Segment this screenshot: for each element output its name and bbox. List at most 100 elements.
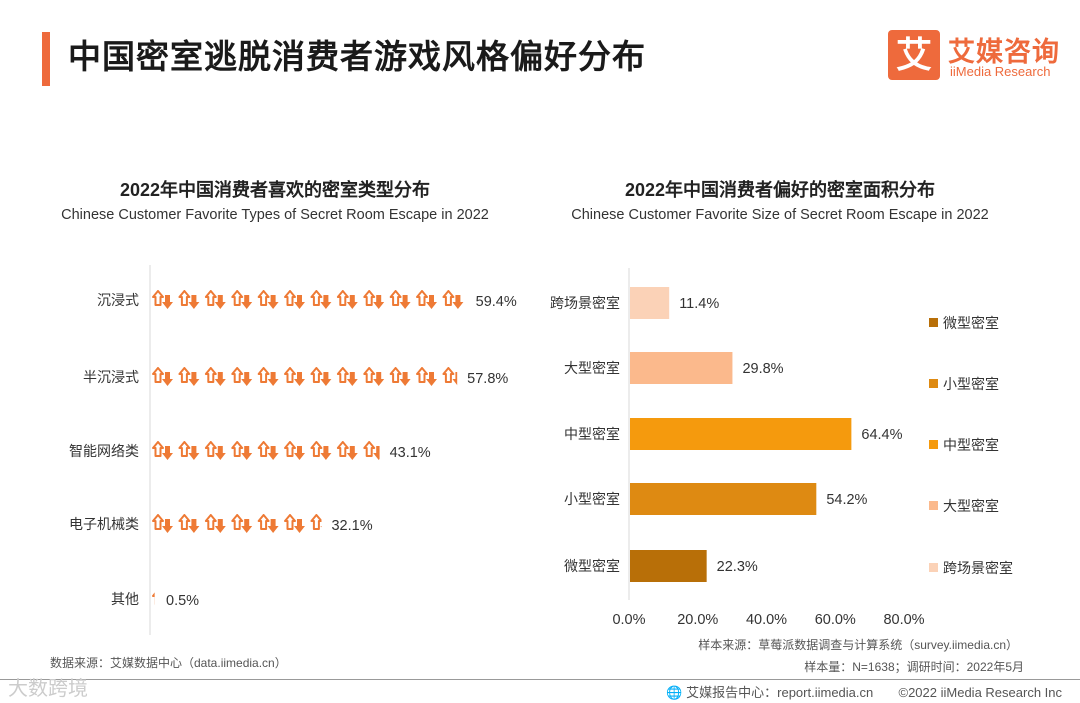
legend-swatch	[929, 440, 938, 449]
pictogram-icon	[310, 514, 322, 534]
left-pictogram-chart: 沉浸式 59.4% 半沉浸式 57.8% 智能网络类 43.1% 电子机械类 32.1% 其他 0…	[69, 265, 517, 635]
legend-label: 微型密室	[943, 315, 999, 331]
pictogram-icon	[231, 514, 254, 534]
legend-swatch	[929, 318, 938, 327]
left-value-label: 57.8%	[467, 371, 508, 387]
data-source: 数据来源：艾媒数据中心（data.iimedia.cn）	[50, 656, 287, 670]
left-chart-title: 2022年中国消费者喜欢的密室类型分布	[119, 180, 431, 200]
pictogram-icon	[257, 290, 280, 310]
logo-mark: 艾	[888, 30, 940, 80]
pictogram-icon	[442, 367, 458, 387]
left-category-label: 其他	[111, 591, 139, 607]
pictogram-icon	[178, 290, 201, 310]
right-bar	[630, 352, 733, 384]
x-tick-label: 80.0%	[883, 612, 924, 628]
right-category-label: 大型密室	[564, 360, 620, 376]
footer-divider	[0, 679, 1080, 680]
pictogram-icon	[204, 514, 227, 534]
pictogram-icon	[363, 441, 380, 461]
pictogram-icon	[178, 514, 201, 534]
left-category-label: 智能网络类	[69, 443, 139, 459]
left-pictogram-bar	[152, 441, 380, 461]
right-category-label: 微型密室	[564, 558, 620, 574]
right-bar	[630, 483, 817, 515]
right-value-label: 54.2%	[826, 492, 867, 508]
copyright: ©2022 iiMedia Research Inc	[898, 685, 1063, 700]
pictogram-icon	[284, 290, 306, 310]
right-category-label: 小型密室	[564, 491, 620, 507]
left-pictogram-bar	[152, 514, 322, 534]
pictogram-icon	[231, 441, 254, 461]
pictogram-icon	[204, 290, 227, 310]
pictogram-icon	[336, 290, 359, 310]
left-value-label: 0.5%	[166, 593, 199, 609]
pictogram-icon	[152, 367, 174, 387]
left-pictogram-bar	[152, 367, 458, 387]
legend-swatch	[929, 379, 938, 388]
pictogram-icon	[389, 290, 412, 310]
pictogram-icon	[257, 441, 280, 461]
pictogram-icon	[310, 441, 333, 461]
left-category-label: 沉浸式	[97, 292, 139, 308]
right-bar	[630, 287, 670, 319]
left-value-label: 32.1%	[331, 518, 372, 534]
pictogram-icon	[389, 367, 412, 387]
x-tick-label: 40.0%	[746, 612, 787, 628]
pictogram-icon	[416, 290, 438, 310]
right-value-label: 11.4%	[679, 296, 719, 312]
iimedia-logo: 艾 艾媒咨询 iiMedia Research	[888, 30, 1068, 82]
left-chart-subtitle: Chinese Customer Favorite Types of Secre…	[61, 207, 489, 223]
pictogram-icon	[178, 441, 201, 461]
footer-credit: 🌐 艾媒报告中心：report.iimedia.cn ©2022 iiMedia…	[666, 682, 1062, 701]
pictogram-icon	[152, 441, 174, 461]
right-category-label: 跨场景密室	[550, 295, 620, 311]
globe-icon: 🌐	[666, 685, 683, 700]
page-title: 中国密室逃脱消费者游戏风格偏好分布	[68, 38, 646, 75]
pictogram-icon	[284, 367, 306, 387]
right-bar	[630, 550, 707, 582]
pictogram-icon	[204, 441, 227, 461]
watermark: 大数跨境	[8, 678, 88, 700]
right-category-label: 中型密室	[564, 426, 620, 442]
pictogram-icon	[310, 290, 333, 310]
legend-swatch	[929, 563, 938, 572]
right-bar-chart: 跨场景密室 11.4% 大型密室 29.8% 中型密室 64.4% 小型密室 54.2% 微型密…	[550, 268, 1013, 628]
pictogram-icon	[416, 367, 438, 387]
pictogram-icon	[442, 290, 465, 310]
pictogram-icon	[231, 290, 254, 310]
report-center-link[interactable]: 艾媒报告中心：report.iimedia.cn	[686, 685, 874, 700]
pictogram-icon	[152, 514, 174, 534]
left-value-label: 59.4%	[476, 294, 517, 310]
right-value-label: 22.3%	[717, 559, 758, 575]
pictogram-icon	[178, 367, 201, 387]
legend-label: 大型密室	[943, 498, 999, 514]
left-category-label: 半沉浸式	[83, 369, 139, 385]
pictogram-icon	[284, 514, 306, 534]
legend-label: 跨场景密室	[943, 560, 1013, 576]
right-value-label: 29.8%	[742, 361, 783, 377]
pictogram-icon	[363, 290, 386, 310]
pictogram-icon	[231, 367, 254, 387]
sample-info: 样本量：N=1638；调研时间：2022年5月	[804, 660, 1024, 674]
pictogram-icon	[310, 367, 333, 387]
right-bar	[630, 418, 852, 450]
pictogram-icon	[257, 367, 280, 387]
right-value-label: 64.4%	[861, 427, 902, 443]
left-value-label: 43.1%	[390, 445, 431, 461]
logo-name-cn: 艾媒咨询	[948, 37, 1060, 67]
left-category-label: 电子机械类	[69, 516, 139, 532]
pictogram-icon	[363, 367, 386, 387]
legend-label: 小型密室	[943, 376, 999, 392]
legend-label: 中型密室	[943, 437, 999, 453]
pictogram-icon	[336, 441, 359, 461]
pictogram-icon	[204, 367, 227, 387]
x-tick-label: 0.0%	[612, 612, 645, 628]
pictogram-icon	[257, 514, 280, 534]
logo-name-en: iiMedia Research	[950, 64, 1051, 79]
legend-swatch	[929, 501, 938, 510]
left-pictogram-bar	[152, 290, 465, 310]
right-chart-subtitle: Chinese Customer Favorite Size of Secret…	[571, 207, 989, 223]
pictogram-icon	[336, 367, 359, 387]
x-tick-label: 20.0%	[677, 612, 718, 628]
pictogram-icon	[284, 441, 306, 461]
